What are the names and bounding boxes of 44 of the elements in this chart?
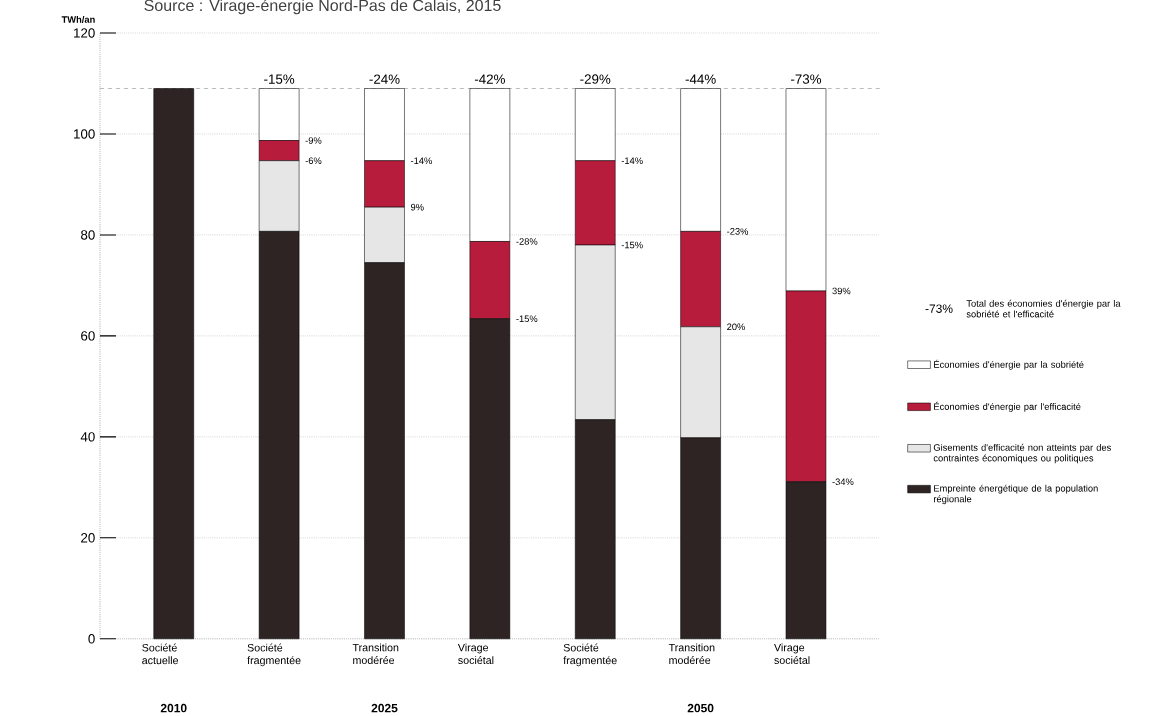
annotation: -14% bbox=[410, 157, 432, 165]
y-tick-label: 60 bbox=[81, 331, 95, 341]
x-tick-label: Transition modérée bbox=[352, 643, 399, 665]
annotation: 39% bbox=[832, 287, 851, 295]
x-tick-label: Transition modérée bbox=[668, 643, 715, 665]
legend-label: Économies d'énergie par la sobriété bbox=[934, 359, 1084, 370]
y-tick-label: 20 bbox=[81, 533, 95, 543]
text: -73% bbox=[925, 304, 953, 313]
y-axis-title: TWh/an bbox=[61, 16, 95, 24]
annotation: -14% bbox=[621, 157, 643, 165]
legend-label: Gisements d'efficacité non atteints par des contraintes économiques ou politiques bbox=[933, 443, 1111, 464]
annotation: 9% bbox=[410, 203, 424, 211]
annotation: -15% bbox=[516, 315, 538, 323]
annotation: -73% bbox=[791, 74, 822, 84]
annotation: -28% bbox=[516, 238, 538, 245]
x-tick-label: Société fragmentée bbox=[563, 643, 617, 667]
y-tick-label: 40 bbox=[80, 432, 95, 442]
y-tick-label: 100 bbox=[74, 129, 95, 139]
annotation: -34% bbox=[832, 478, 854, 486]
text: 2050 bbox=[687, 703, 714, 713]
y-tick-label: 120 bbox=[74, 28, 95, 38]
legend-label: Économies d'énergie par l'efficacité bbox=[934, 401, 1081, 412]
annotation: -15% bbox=[264, 74, 295, 84]
annotation: -24% bbox=[369, 74, 400, 84]
y-tick-label: 80 bbox=[81, 230, 95, 240]
chart-title: Source : Virage-énergie Nord-Pas de Calais, 2015 bbox=[144, 0, 501, 15]
x-tick-label: Société fragmentée bbox=[247, 643, 301, 667]
annotation: -6% bbox=[305, 157, 322, 165]
annotation: -9% bbox=[305, 137, 322, 144]
x-tick-label: Virage sociétal bbox=[457, 643, 494, 665]
text: Total des économies d'énergie par la sobriété et l'efficacité bbox=[966, 299, 1121, 318]
annotation: 20% bbox=[727, 323, 745, 331]
legend-label: Empreinte énergétique de la population régionale bbox=[933, 484, 1098, 505]
annotation: -23% bbox=[727, 228, 749, 235]
annotation: -15% bbox=[621, 241, 643, 249]
text: 2025 bbox=[371, 703, 398, 713]
bar bbox=[153, 88, 195, 640]
annotation: -29% bbox=[580, 74, 611, 84]
y-tick-label: 0 bbox=[88, 634, 95, 644]
x-tick-label: Virage sociétal bbox=[774, 643, 810, 665]
text: 2010 bbox=[160, 703, 187, 713]
x-tick-label: Société actuelle bbox=[142, 643, 179, 665]
annotation: -44% bbox=[685, 74, 716, 84]
annotation: -42% bbox=[474, 74, 505, 84]
